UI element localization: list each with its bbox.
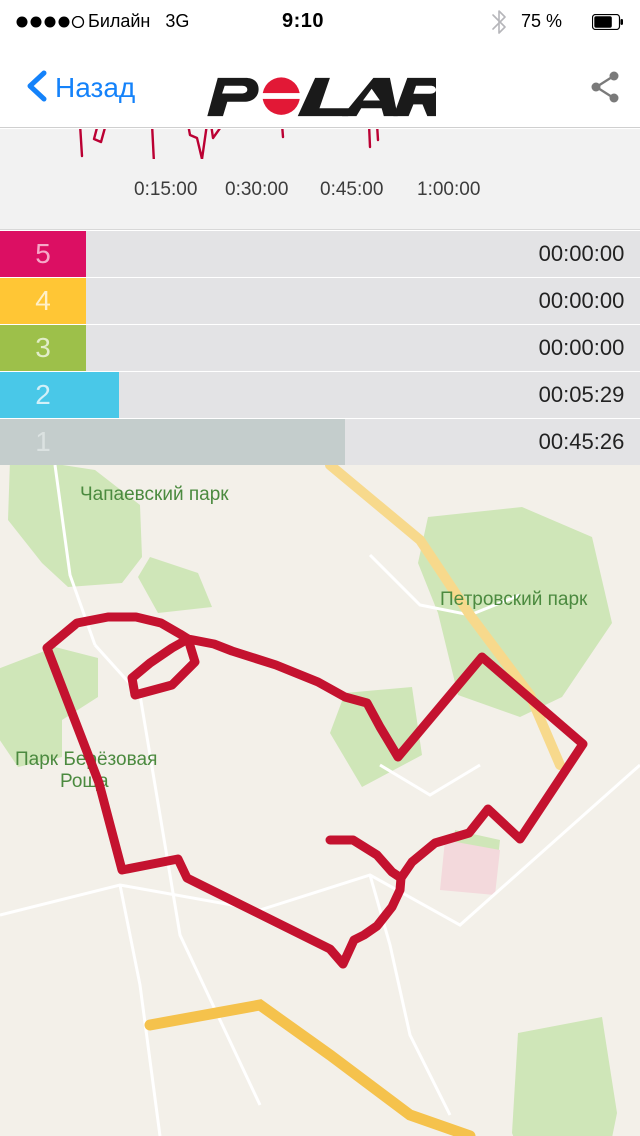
- svg-text:Петровский парк: Петровский парк: [440, 589, 588, 610]
- svg-text:Чапаевский парк: Чапаевский парк: [80, 484, 229, 505]
